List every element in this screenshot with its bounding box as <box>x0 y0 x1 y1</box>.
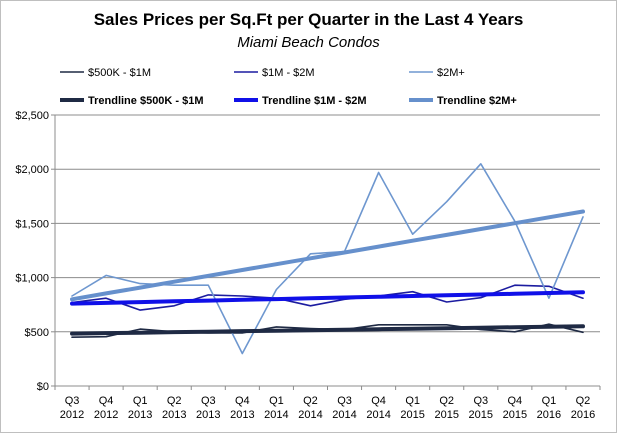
chart-title: Sales Prices per Sq.Ft per Quarter in th… <box>93 10 524 29</box>
y-tick-label: $2,000 <box>15 164 49 176</box>
x-tick-label-year: 2013 <box>128 409 152 421</box>
series-line-trendline-500k-1m <box>70 324 585 336</box>
x-tick-label-quarter: Q4 <box>371 395 386 407</box>
x-tick-label-quarter: Q2 <box>576 395 591 407</box>
x-tick-label-quarter: Q3 <box>473 395 488 407</box>
x-tick-label-quarter: Q4 <box>235 395 250 407</box>
x-tick-label-year: 2012 <box>60 409 84 421</box>
legend-label: $1M - $2M <box>262 67 315 79</box>
y-tick-label: $2,500 <box>15 110 49 122</box>
x-tick-label-quarter: Q3 <box>201 395 216 407</box>
y-tick-label: $1,500 <box>15 218 49 230</box>
x-tick-label-quarter: Q1 <box>405 395 420 407</box>
x-tick-label-quarter: Q2 <box>303 395 318 407</box>
x-tick-label-quarter: Q2 <box>167 395 182 407</box>
x-axis-ticks: Q3 2012 Q4 2012 Q1 2013 Q2 2013 Q3 2013 Q4 2013 Q1 20… <box>54 386 601 421</box>
x-tick-label-year: 2015 <box>469 409 493 421</box>
series-line-trendline-2m <box>70 209 585 302</box>
x-tick-label-year: 2014 <box>366 409 390 421</box>
x-tick-label-year: 2012 <box>94 409 118 421</box>
x-tick-label-quarter: Q2 <box>439 395 454 407</box>
series-line-1m-2m <box>71 284 584 311</box>
x-tick-label-quarter: Q1 <box>133 395 148 407</box>
x-tick-label-quarter: Q1 <box>542 395 557 407</box>
legend-label: $2M+ <box>437 67 465 79</box>
x-tick-label-year: 2014 <box>298 409 322 421</box>
x-tick-label-year: 2014 <box>264 409 288 421</box>
legend-label: Trendline $2M+ <box>437 95 517 107</box>
x-tick-label-year: 2016 <box>571 409 595 421</box>
x-tick-label-year: 2013 <box>162 409 186 421</box>
series-line-2m <box>71 163 584 355</box>
y-axis-ticks: $0 $500 $1,000 $1,500 $2,000 $2,500 <box>15 110 55 393</box>
x-tick-label-quarter: Q3 <box>337 395 352 407</box>
chart-subtitle: Miami Beach Condos <box>237 34 380 51</box>
x-tick-label-year: 2015 <box>503 409 527 421</box>
axes <box>54 115 600 387</box>
legend-label: $500K - $1M <box>88 67 151 79</box>
x-tick-label-year: 2016 <box>537 409 561 421</box>
x-tick-label-year: 2013 <box>196 409 220 421</box>
x-tick-label-year: 2015 <box>434 409 458 421</box>
y-tick-label: $500 <box>25 327 49 339</box>
x-tick-label-quarter: Q4 <box>508 395 523 407</box>
series-line-trendline-1m-2m <box>70 290 585 306</box>
x-tick-label-year: 2014 <box>332 409 356 421</box>
x-tick-label-quarter: Q4 <box>99 395 114 407</box>
x-tick-label-year: 2013 <box>230 409 254 421</box>
legend: $500K - $1M $1M - $2M $2M+ Trendline $500K … <box>60 67 517 107</box>
y-tick-label: $1,000 <box>15 273 49 285</box>
legend-label: Trendline $1M - $2M <box>262 95 367 107</box>
y-tick-label: $0 <box>37 381 49 393</box>
series-lines <box>70 163 585 355</box>
x-tick-label-year: 2015 <box>400 409 424 421</box>
x-tick-label-quarter: Q1 <box>269 395 284 407</box>
legend-label: Trendline $500K - $1M <box>88 95 204 107</box>
x-tick-label-quarter: Q3 <box>65 395 80 407</box>
